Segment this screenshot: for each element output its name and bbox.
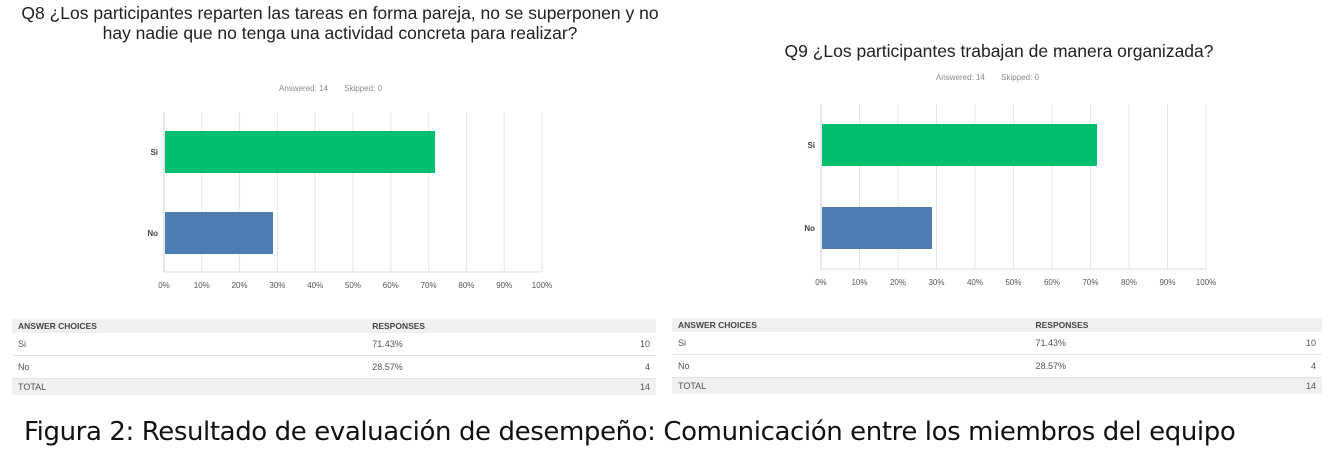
q9-header-responses: RESPONSES	[1029, 318, 1322, 332]
q9-x-tick-label: 100%	[1196, 278, 1216, 287]
table-row-total: TOTAL 14	[12, 378, 656, 395]
q8-row-no-choice: No	[12, 355, 367, 379]
q9-category-label: Si	[807, 141, 815, 150]
q9-category-label: No	[804, 224, 815, 233]
q9-x-tick-label: 10%	[851, 278, 867, 287]
q9-responses-table: ANSWER CHOICES RESPONSES Si 71.43% 10 No…	[672, 318, 1322, 394]
q8-x-tick-label: 30%	[269, 281, 285, 290]
q9-x-tick-label: 50%	[1005, 278, 1021, 287]
q8-x-tick-label: 80%	[458, 281, 474, 290]
q8-x-tick-label: 50%	[345, 281, 361, 290]
q9-x-tick-label: 60%	[1044, 278, 1060, 287]
q9-x-tick-label: 20%	[890, 278, 906, 287]
q8-x-tick-label: 40%	[307, 281, 323, 290]
q8-x-tick-label: 70%	[421, 281, 437, 290]
q8-x-tick-label: 10%	[194, 281, 210, 290]
q9-skipped: Skipped: 0	[1001, 73, 1039, 82]
q9-row-no-count: 4	[1276, 354, 1322, 378]
q8-bar-chart: 0% 10% 20% 30% 40% 50% 60% 70% 80% 90% 100% Si No	[147, 112, 552, 290]
q8-bar-no	[165, 212, 273, 254]
q8-category-label: No	[147, 229, 158, 238]
q8-title: Q8 ¿Los participantes reparten las tarea…	[21, 3, 659, 43]
q9-bar-no	[822, 207, 932, 249]
q9-row-si-count: 10	[1276, 332, 1322, 355]
q9-row-no-pct: 28.57%	[1029, 354, 1277, 378]
figure-caption: Figura 2: Resultado de evaluación de des…	[24, 417, 1236, 447]
q9-response-counts: Answered: 14 Skipped: 0	[936, 73, 1039, 82]
q8-header-choices: ANSWER CHOICES	[12, 319, 367, 333]
q8-row-no-count: 4	[610, 355, 656, 379]
q9-x-tick-label: 80%	[1121, 278, 1137, 287]
q9-total-count: 14	[1276, 377, 1322, 394]
q9-row-si-choice: Si	[672, 332, 1030, 355]
table-row: Si 71.43% 10	[12, 333, 656, 356]
q8-row-no-pct: 28.57%	[366, 355, 611, 379]
q8-panel: Q8 ¿Los participantes reparten las tarea…	[0, 0, 660, 400]
q9-bar-si	[822, 124, 1098, 166]
q9-total-label: TOTAL	[672, 377, 1030, 394]
q8-category-label: Si	[150, 148, 158, 157]
q8-responses-table: ANSWER CHOICES RESPONSES Si 71.43% 10 No…	[12, 319, 656, 395]
table-row: No 28.57% 4	[12, 355, 656, 379]
q9-x-tick-label: 30%	[928, 278, 944, 287]
table-row-total: TOTAL 14	[672, 377, 1322, 394]
q8-row-si-pct: 71.43%	[366, 333, 611, 356]
q9-row-si-pct: 71.43%	[1029, 332, 1277, 355]
q8-x-tick-label: 20%	[232, 281, 248, 290]
q9-panel: Q9 ¿Los participantes trabajan de manera…	[664, 0, 1326, 400]
q8-x-tick-label: 90%	[496, 281, 512, 290]
table-row: Si 71.43% 10	[672, 332, 1322, 355]
q8-total-count: 14	[610, 378, 656, 395]
q9-x-tick-label: 90%	[1159, 278, 1175, 287]
q8-answered: Answered: 14	[279, 84, 328, 93]
q9-title: Q9 ¿Los participantes trabajan de manera…	[784, 41, 1214, 61]
q9-answered: Answered: 14	[936, 73, 985, 82]
q9-table-header: ANSWER CHOICES RESPONSES	[672, 318, 1322, 332]
q8-total-label: TOTAL	[12, 378, 367, 395]
table-row: No 28.57% 4	[672, 354, 1322, 378]
q8-bar-si	[165, 131, 436, 173]
q8-table-header: ANSWER CHOICES RESPONSES	[12, 319, 656, 333]
q8-response-counts: Answered: 14 Skipped: 0	[279, 84, 382, 93]
q8-row-si-count: 10	[610, 333, 656, 356]
q9-header-choices: ANSWER CHOICES	[672, 318, 1030, 332]
q8-header-responses: RESPONSES	[366, 319, 656, 333]
q9-bar-chart: 0% 10% 20% 30% 40% 50% 60% 70% 80% 90% 100% Si No	[804, 104, 1216, 287]
q8-x-tick-label: 0%	[158, 281, 170, 290]
q8-x-tick-label: 100%	[532, 281, 552, 290]
q8-row-si-choice: Si	[12, 333, 367, 356]
q9-x-tick-label: 0%	[815, 278, 827, 287]
q9-x-tick-label: 40%	[967, 278, 983, 287]
q8-x-tick-label: 60%	[383, 281, 399, 290]
q9-x-tick-label: 70%	[1082, 278, 1098, 287]
q8-skipped: Skipped: 0	[344, 84, 382, 93]
q9-row-no-choice: No	[672, 354, 1030, 378]
